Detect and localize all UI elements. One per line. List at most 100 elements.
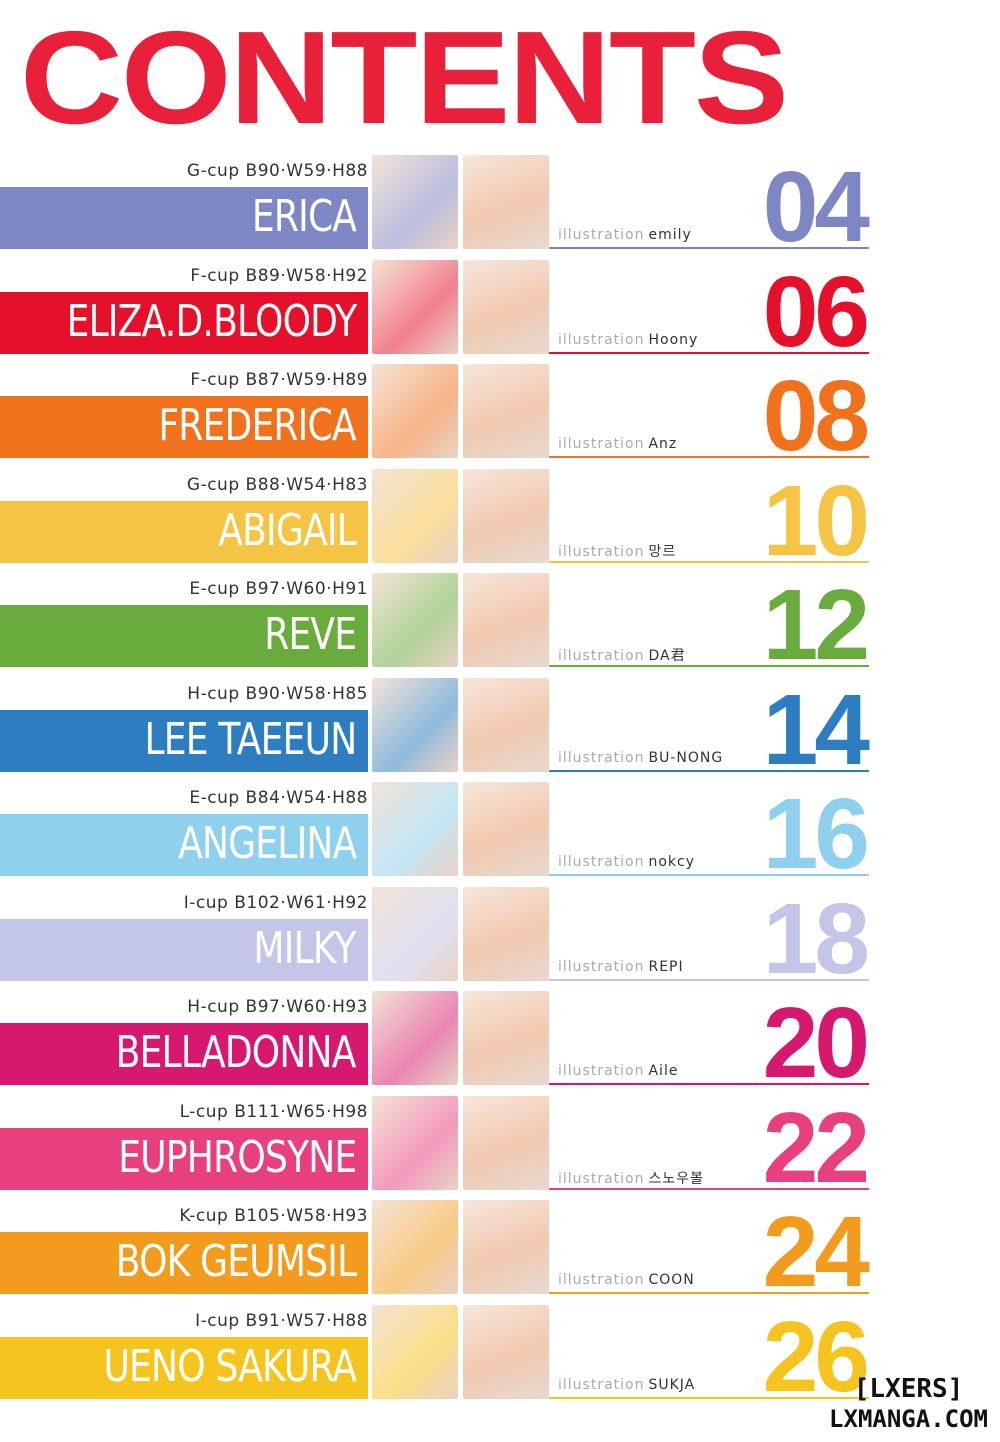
character-portrait-thumbnail <box>372 677 458 772</box>
page-number[interactable]: 24 <box>762 1196 870 1308</box>
name-bar: MILKY <box>0 918 368 981</box>
illustration-credit: illustration Hoony <box>558 332 698 348</box>
measurements: F-cup B87·W59·H89 <box>190 370 368 390</box>
character-portrait-thumbnail <box>372 573 458 667</box>
artist-name: REPI <box>648 958 684 975</box>
artist-name: Hoony <box>648 331 699 348</box>
divider-line <box>549 456 869 458</box>
artist-name: 스노우볼 <box>648 1170 705 1187</box>
illustration-credit: illustration emily <box>558 227 692 243</box>
artist-name: nokcy <box>648 854 696 870</box>
illustration-label: illustration <box>558 1170 645 1187</box>
page-number[interactable]: 16 <box>762 778 870 890</box>
character-name: ANGELINA <box>177 818 357 869</box>
contents-entry[interactable]: F-cup B87·W59·H89 FREDERICA illustration… <box>0 362 870 466</box>
illustration-credit: illustration COON <box>558 1272 695 1288</box>
character-name: BELLADONNA <box>116 1027 357 1078</box>
name-bar: ANGELINA <box>0 814 368 876</box>
contents-entry[interactable]: G-cup B90·W59·H88 ERICA illustration emil… <box>0 153 870 257</box>
divider-line <box>549 1187 869 1190</box>
illustration-label: illustration <box>558 648 645 664</box>
contents-entry[interactable]: I-cup B102·W61·H92 MILKY illustration REP… <box>0 885 870 989</box>
illustration-credit: illustration DA君 <box>558 645 686 665</box>
illustration-label: illustration <box>558 854 645 870</box>
illustration-thumbnail <box>463 155 549 249</box>
illustration-label: illustration <box>558 749 645 766</box>
page-number[interactable]: 22 <box>762 1091 870 1204</box>
character-portrait-thumbnail <box>372 1304 458 1399</box>
illustration-label: illustration <box>558 1063 645 1079</box>
character-name: BOK GEUMSIL <box>115 1236 356 1287</box>
page-number[interactable]: 04 <box>762 151 870 263</box>
illustration-label: illustration <box>558 331 645 348</box>
divider-line <box>549 351 869 354</box>
character-name: FREDERICA <box>158 400 357 451</box>
watermark-line2: LXMANGA.COM <box>829 1404 988 1434</box>
character-portrait-thumbnail <box>372 782 458 876</box>
illustration-credit: illustration SUKJA <box>558 1377 695 1393</box>
divider-line <box>549 560 869 563</box>
page-number[interactable]: 26 <box>762 1300 870 1413</box>
measurements: I-cup B102·W61·H92 <box>183 892 368 913</box>
measurements: E-cup B84·W54·H88 <box>189 788 368 808</box>
page-number[interactable]: 18 <box>762 882 870 995</box>
measurements: H-cup B90·W58·H85 <box>187 683 368 704</box>
illustration-thumbnail <box>463 782 549 876</box>
divider-line <box>549 874 869 876</box>
illustration-label: illustration <box>558 958 645 975</box>
measurements: I-cup B91·W57·H88 <box>195 1310 368 1331</box>
measurements: F-cup B89·W58·H92 <box>190 265 368 286</box>
character-portrait-thumbnail <box>372 259 458 354</box>
name-bar: UENO SAKURA <box>0 1336 368 1399</box>
character-name: UENO SAKURA <box>103 1340 357 1392</box>
artist-name: Anz <box>648 436 678 452</box>
name-bar: REVE <box>0 605 368 667</box>
contents-entry[interactable]: L-cup B111·W65·H98 EUPHROSYNE illustrati… <box>0 1094 870 1198</box>
contents-entry[interactable]: E-cup B84·W54·H88 ANGELINA illustration n… <box>0 780 870 884</box>
name-bar: BELLADONNA <box>0 1023 368 1085</box>
measurements: E-cup B97·W60·H91 <box>189 579 368 599</box>
contents-entry[interactable]: F-cup B89·W58·H92 ELIZA.D.BLOODY illustr… <box>0 258 870 362</box>
name-bar: ERICA <box>0 187 368 249</box>
watermark: [LXERS] LXMANGA.COM <box>829 1374 988 1434</box>
illustration-credit: illustration Aile <box>558 1063 678 1079</box>
divider-line <box>549 1292 869 1294</box>
illustration-credit: illustration Anz <box>558 436 677 452</box>
contents-entry[interactable]: H-cup B97·W60·H93 BELLADONNA illustratio… <box>0 989 870 1093</box>
character-portrait-thumbnail <box>372 1095 458 1190</box>
contents-entry[interactable]: E-cup B97·W60·H91 REVE illustration DA君 1… <box>0 571 870 675</box>
divider-line <box>549 769 869 772</box>
divider-line <box>549 665 869 667</box>
name-bar: EUPHROSYNE <box>0 1127 368 1190</box>
character-name: ERICA <box>251 191 357 242</box>
artist-name: COON <box>648 1272 695 1288</box>
name-bar: FREDERICA <box>0 396 368 458</box>
contents-entry[interactable]: H-cup B90·W58·H85 LEE TAEEUN illustratio… <box>0 676 870 780</box>
illustration-thumbnail <box>463 991 549 1085</box>
illustration-label: illustration <box>558 1272 645 1288</box>
character-name: REVE <box>263 609 357 660</box>
contents-entry[interactable]: G-cup B88·W54·H83 ABIGAIL illustration 망르… <box>0 467 870 571</box>
illustration-label: illustration <box>558 227 645 243</box>
page-number[interactable]: 20 <box>762 987 870 1099</box>
page-number[interactable]: 06 <box>762 255 870 368</box>
artist-name: Aile <box>648 1063 679 1079</box>
measurements: H-cup B97·W60·H93 <box>187 997 368 1017</box>
character-name: LEE TAEEUN <box>144 713 357 765</box>
character-name: MILKY <box>253 922 357 974</box>
contents-entry[interactable]: K-cup B105·W58·H93 BOK GEUMSIL illustrat… <box>0 1198 870 1302</box>
artist-name: DA君 <box>648 648 686 664</box>
illustration-thumbnail <box>463 573 549 667</box>
character-portrait-thumbnail <box>372 886 458 981</box>
page-number[interactable]: 10 <box>762 464 870 577</box>
illustration-credit: illustration 스노우볼 <box>558 1168 704 1188</box>
artist-name: 망르 <box>648 543 677 560</box>
page-number[interactable]: 14 <box>762 673 870 786</box>
measurements: G-cup B88·W54·H83 <box>186 474 368 495</box>
page-number[interactable]: 08 <box>762 360 870 472</box>
contents-entry[interactable]: I-cup B91·W57·H88 UENO SAKURA illustrati… <box>0 1303 870 1407</box>
page-number[interactable]: 12 <box>762 569 870 681</box>
illustration-thumbnail <box>463 886 549 981</box>
character-portrait-thumbnail <box>372 1200 458 1294</box>
divider-line <box>549 1083 869 1085</box>
